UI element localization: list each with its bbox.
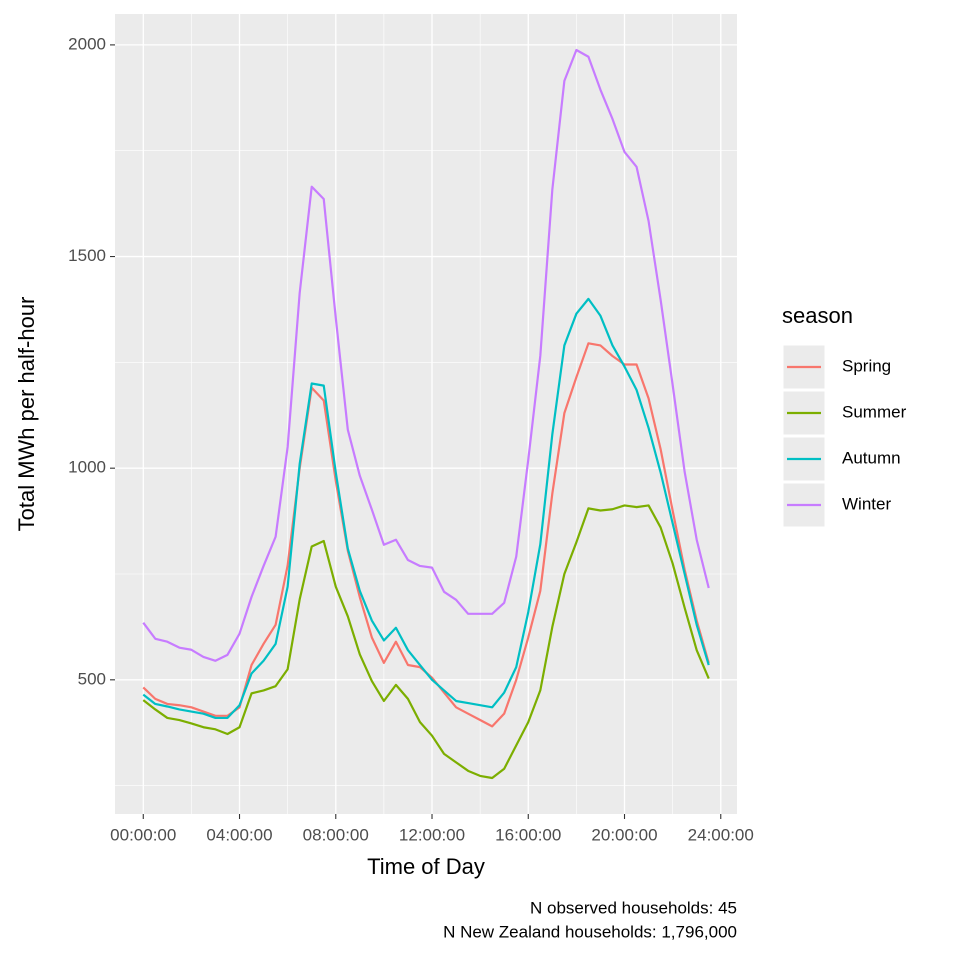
legend-label: Spring: [842, 356, 891, 375]
panel: [115, 14, 737, 814]
x-tick-label: 08:00:00: [303, 825, 369, 844]
x-tick-label: 00:00:00: [110, 825, 176, 844]
grid: [115, 14, 737, 814]
series-line: [142, 297, 710, 720]
y-tick-label: 2000: [68, 34, 106, 53]
x-tick-label: 04:00:00: [206, 825, 272, 844]
y-axis-title: Total MWh per half-hour: [14, 297, 39, 532]
legend-label: Autumn: [842, 448, 901, 467]
y-tick-label: 500: [78, 669, 106, 688]
y-tick-label: 1500: [68, 246, 106, 265]
series-line: [142, 504, 710, 780]
x-tick-label: 16:00:00: [495, 825, 561, 844]
x-tick-label: 20:00:00: [591, 825, 657, 844]
legend-label: Winter: [842, 494, 891, 513]
x-tick-label: 24:00:00: [688, 825, 754, 844]
legend-title: season: [782, 303, 853, 328]
caption: N New Zealand households: 1,796,000: [443, 922, 737, 941]
x-axis-title: Time of Day: [367, 854, 485, 879]
y-tick-label: 1000: [68, 458, 106, 477]
lines: [142, 48, 710, 780]
caption: N observed households: 45: [530, 898, 737, 917]
legend-label: Summer: [842, 402, 907, 421]
x-tick-label: 12:00:00: [399, 825, 465, 844]
series-line: [142, 48, 710, 662]
